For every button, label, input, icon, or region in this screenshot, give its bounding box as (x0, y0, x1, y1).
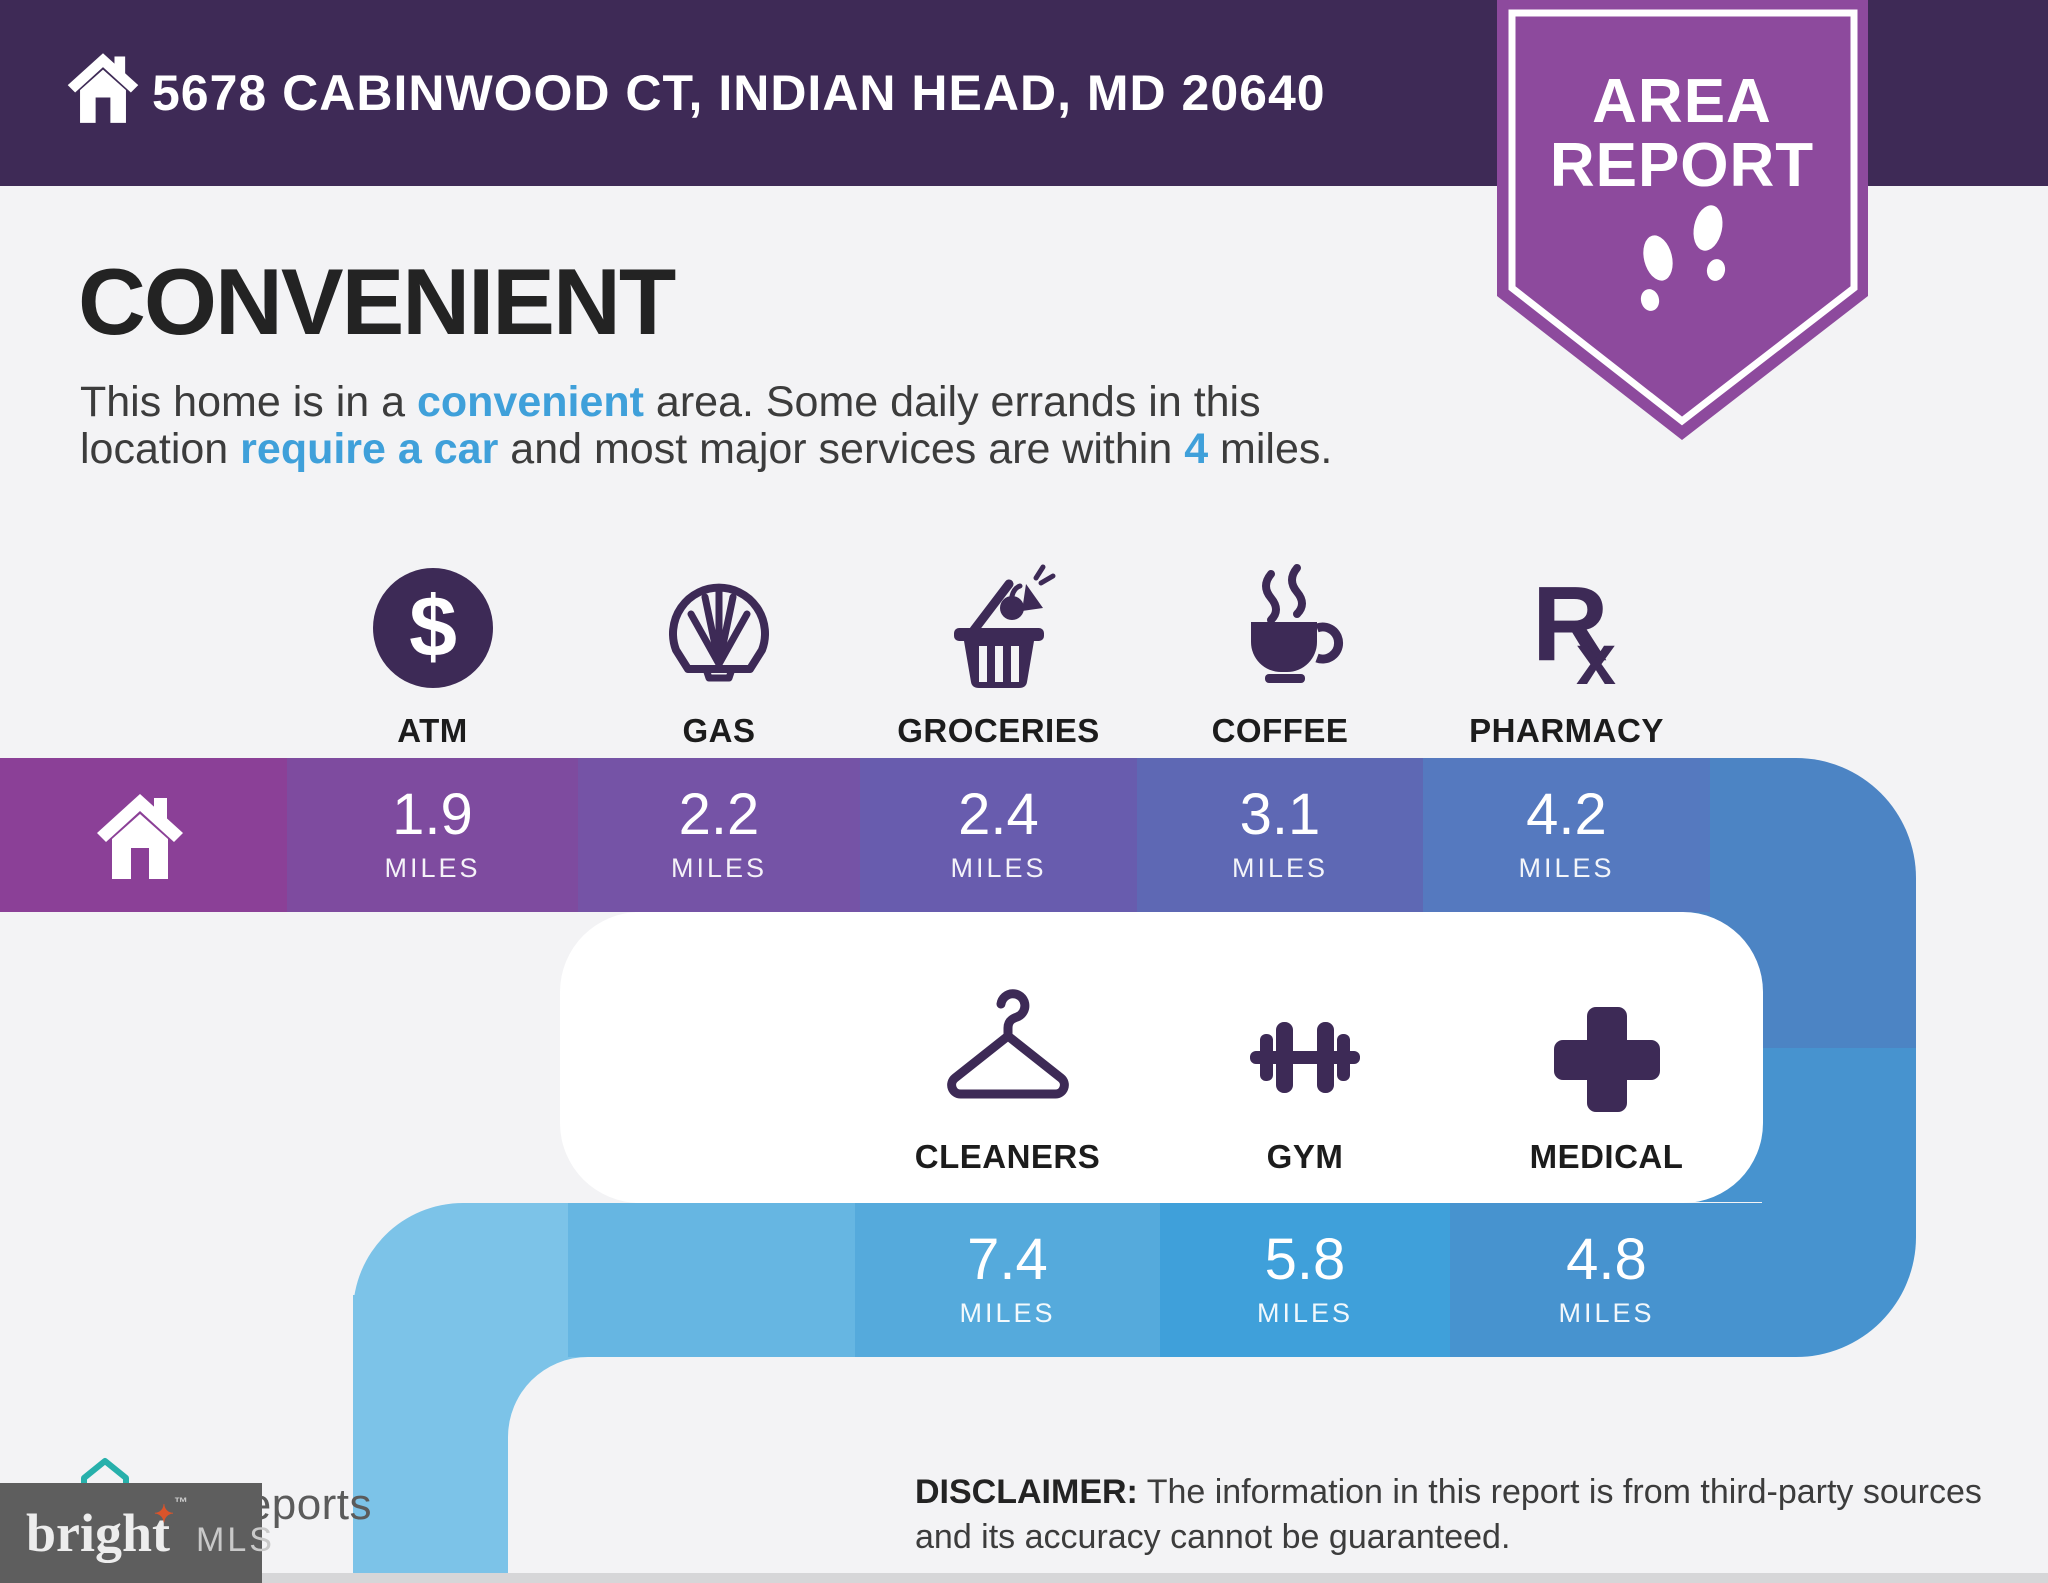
distance-value: 3.1 (1239, 782, 1321, 847)
footprints-icon (1640, 205, 1726, 311)
distance-value: 2.4 (958, 782, 1039, 847)
intro-accent-text: require a car (240, 425, 499, 473)
distance-value: 1.9 (392, 782, 473, 847)
page-title: CONVENIENT (78, 249, 676, 354)
amenity-coffee: COFFEE (1150, 556, 1410, 750)
badge-line2: REPORT (1550, 131, 1814, 200)
distance-unit: MILES (384, 853, 481, 883)
amenity-label: ATM (397, 712, 468, 749)
svg-text:R: R (1532, 565, 1609, 683)
medical-cross-icon (1477, 982, 1737, 1132)
amenity-label: GYM (1266, 1138, 1344, 1175)
distance-value: 4.2 (1526, 782, 1607, 847)
disclaimer: DISCLAIMER: The information in this repo… (915, 1470, 2025, 1560)
distance-unit: MILES (1231, 853, 1329, 883)
groceries-basket-icon (869, 556, 1129, 706)
amenity-gas: GAS (589, 556, 849, 750)
svg-text:$: $ (409, 579, 457, 675)
badge-line1: AREA (1592, 67, 1772, 136)
amenity-atm: $ ATM (303, 556, 563, 750)
distance-unit: MILES (1558, 1298, 1655, 1328)
intro-accent-text: 4 (1184, 425, 1209, 473)
amenity-label: GROCERIES (897, 712, 1100, 749)
amenity-label: COFFEE (1211, 712, 1349, 749)
distance-segment-2-4-miles: 2.4 MILES (860, 758, 1137, 912)
intro-text: location (80, 425, 241, 473)
snake-corner-top-right (1710, 758, 1916, 912)
intro-line-1: This home is in a convenient area. Some … (80, 378, 1261, 427)
snake-corner-bottom-left (353, 1203, 568, 1357)
disclaimer-label: DISCLAIMER: (915, 1473, 1138, 1511)
distance-value: 5.8 (1264, 1227, 1346, 1292)
intro-text: This home is in a (80, 378, 417, 426)
amenity-groceries: GROCERIES (869, 556, 1129, 750)
amenity-gym: GYM (1175, 982, 1435, 1176)
sparkle-icon: ✦ (153, 1501, 175, 1528)
coffee-cup-icon (1150, 556, 1410, 706)
distance-value: 2.2 (678, 782, 760, 847)
distance-segment-3-1-miles: 3.1 MILES (1137, 758, 1423, 912)
distance-unit: MILES (959, 1298, 1056, 1328)
home-icon (62, 40, 144, 137)
home-icon (90, 784, 190, 884)
amenity-label: CLEANERS (914, 1138, 1101, 1175)
bright-wordmark: bright ✦ ™ (26, 1494, 189, 1563)
intro-accent-text: convenient (416, 378, 644, 426)
snake-right-strip-lower (1762, 1048, 1916, 1357)
amenity-label: GAS (682, 712, 756, 749)
intro-text: miles. (1208, 425, 1333, 473)
gym-dumbbell-icon (1175, 982, 1435, 1132)
gas-shell-icon (589, 556, 849, 706)
distance-segment-4-2-miles: 4.2 MILES (1423, 758, 1710, 912)
cleaners-hanger-icon (878, 982, 1138, 1132)
svg-text:x: x (1576, 620, 1616, 700)
distance-segment-1-9-miles: 1.9 MILES (287, 758, 578, 912)
amenity-medical: MEDICAL (1477, 982, 1737, 1176)
intro-text: and most major services are within (498, 425, 1185, 473)
empty-segment (568, 1203, 855, 1357)
distance-unit: MILES (950, 853, 1047, 883)
property-address: 5678 CABINWOOD CT, INDIAN HEAD, MD 20640 (152, 65, 1326, 121)
intro-text: area. Some daily errands in this (643, 378, 1261, 426)
intro-line-2: location require a car and most major se… (80, 425, 1332, 474)
amenity-label: MEDICAL (1529, 1138, 1684, 1175)
bottom-border (0, 1573, 2048, 1583)
area-report-badge: AREA REPORT (1497, 0, 1868, 440)
trademark-symbol: ™ (174, 1494, 189, 1510)
distance-value: 4.8 (1566, 1227, 1647, 1292)
disclaimer-text: The information in this report is from t… (915, 1473, 1982, 1556)
distance-segment-2-2-miles: 2.2 MILES (578, 758, 860, 912)
distance-unit: MILES (1256, 1298, 1354, 1328)
mls-wordmark: MLS (196, 1520, 275, 1559)
distance-unit: MILES (1518, 853, 1615, 883)
distance-value: 7.4 (967, 1227, 1048, 1292)
distance-segment-5-8-miles: 5.8 MILES (1160, 1203, 1450, 1357)
snake-right-strip-upper (1762, 908, 1916, 1050)
amenity-cleaners: CLEANERS (878, 982, 1138, 1176)
distance-segment-4-8-miles: 4.8 MILES (1450, 1203, 1763, 1357)
atm-icon: $ (303, 556, 563, 706)
amenity-label: PHARMACY (1469, 712, 1664, 749)
bright-mls-logo: bright ✦ ™ MLS (0, 1483, 272, 1583)
distance-unit: MILES (670, 853, 768, 883)
distance-segment-7-4-miles: 7.4 MILES (855, 1203, 1160, 1357)
